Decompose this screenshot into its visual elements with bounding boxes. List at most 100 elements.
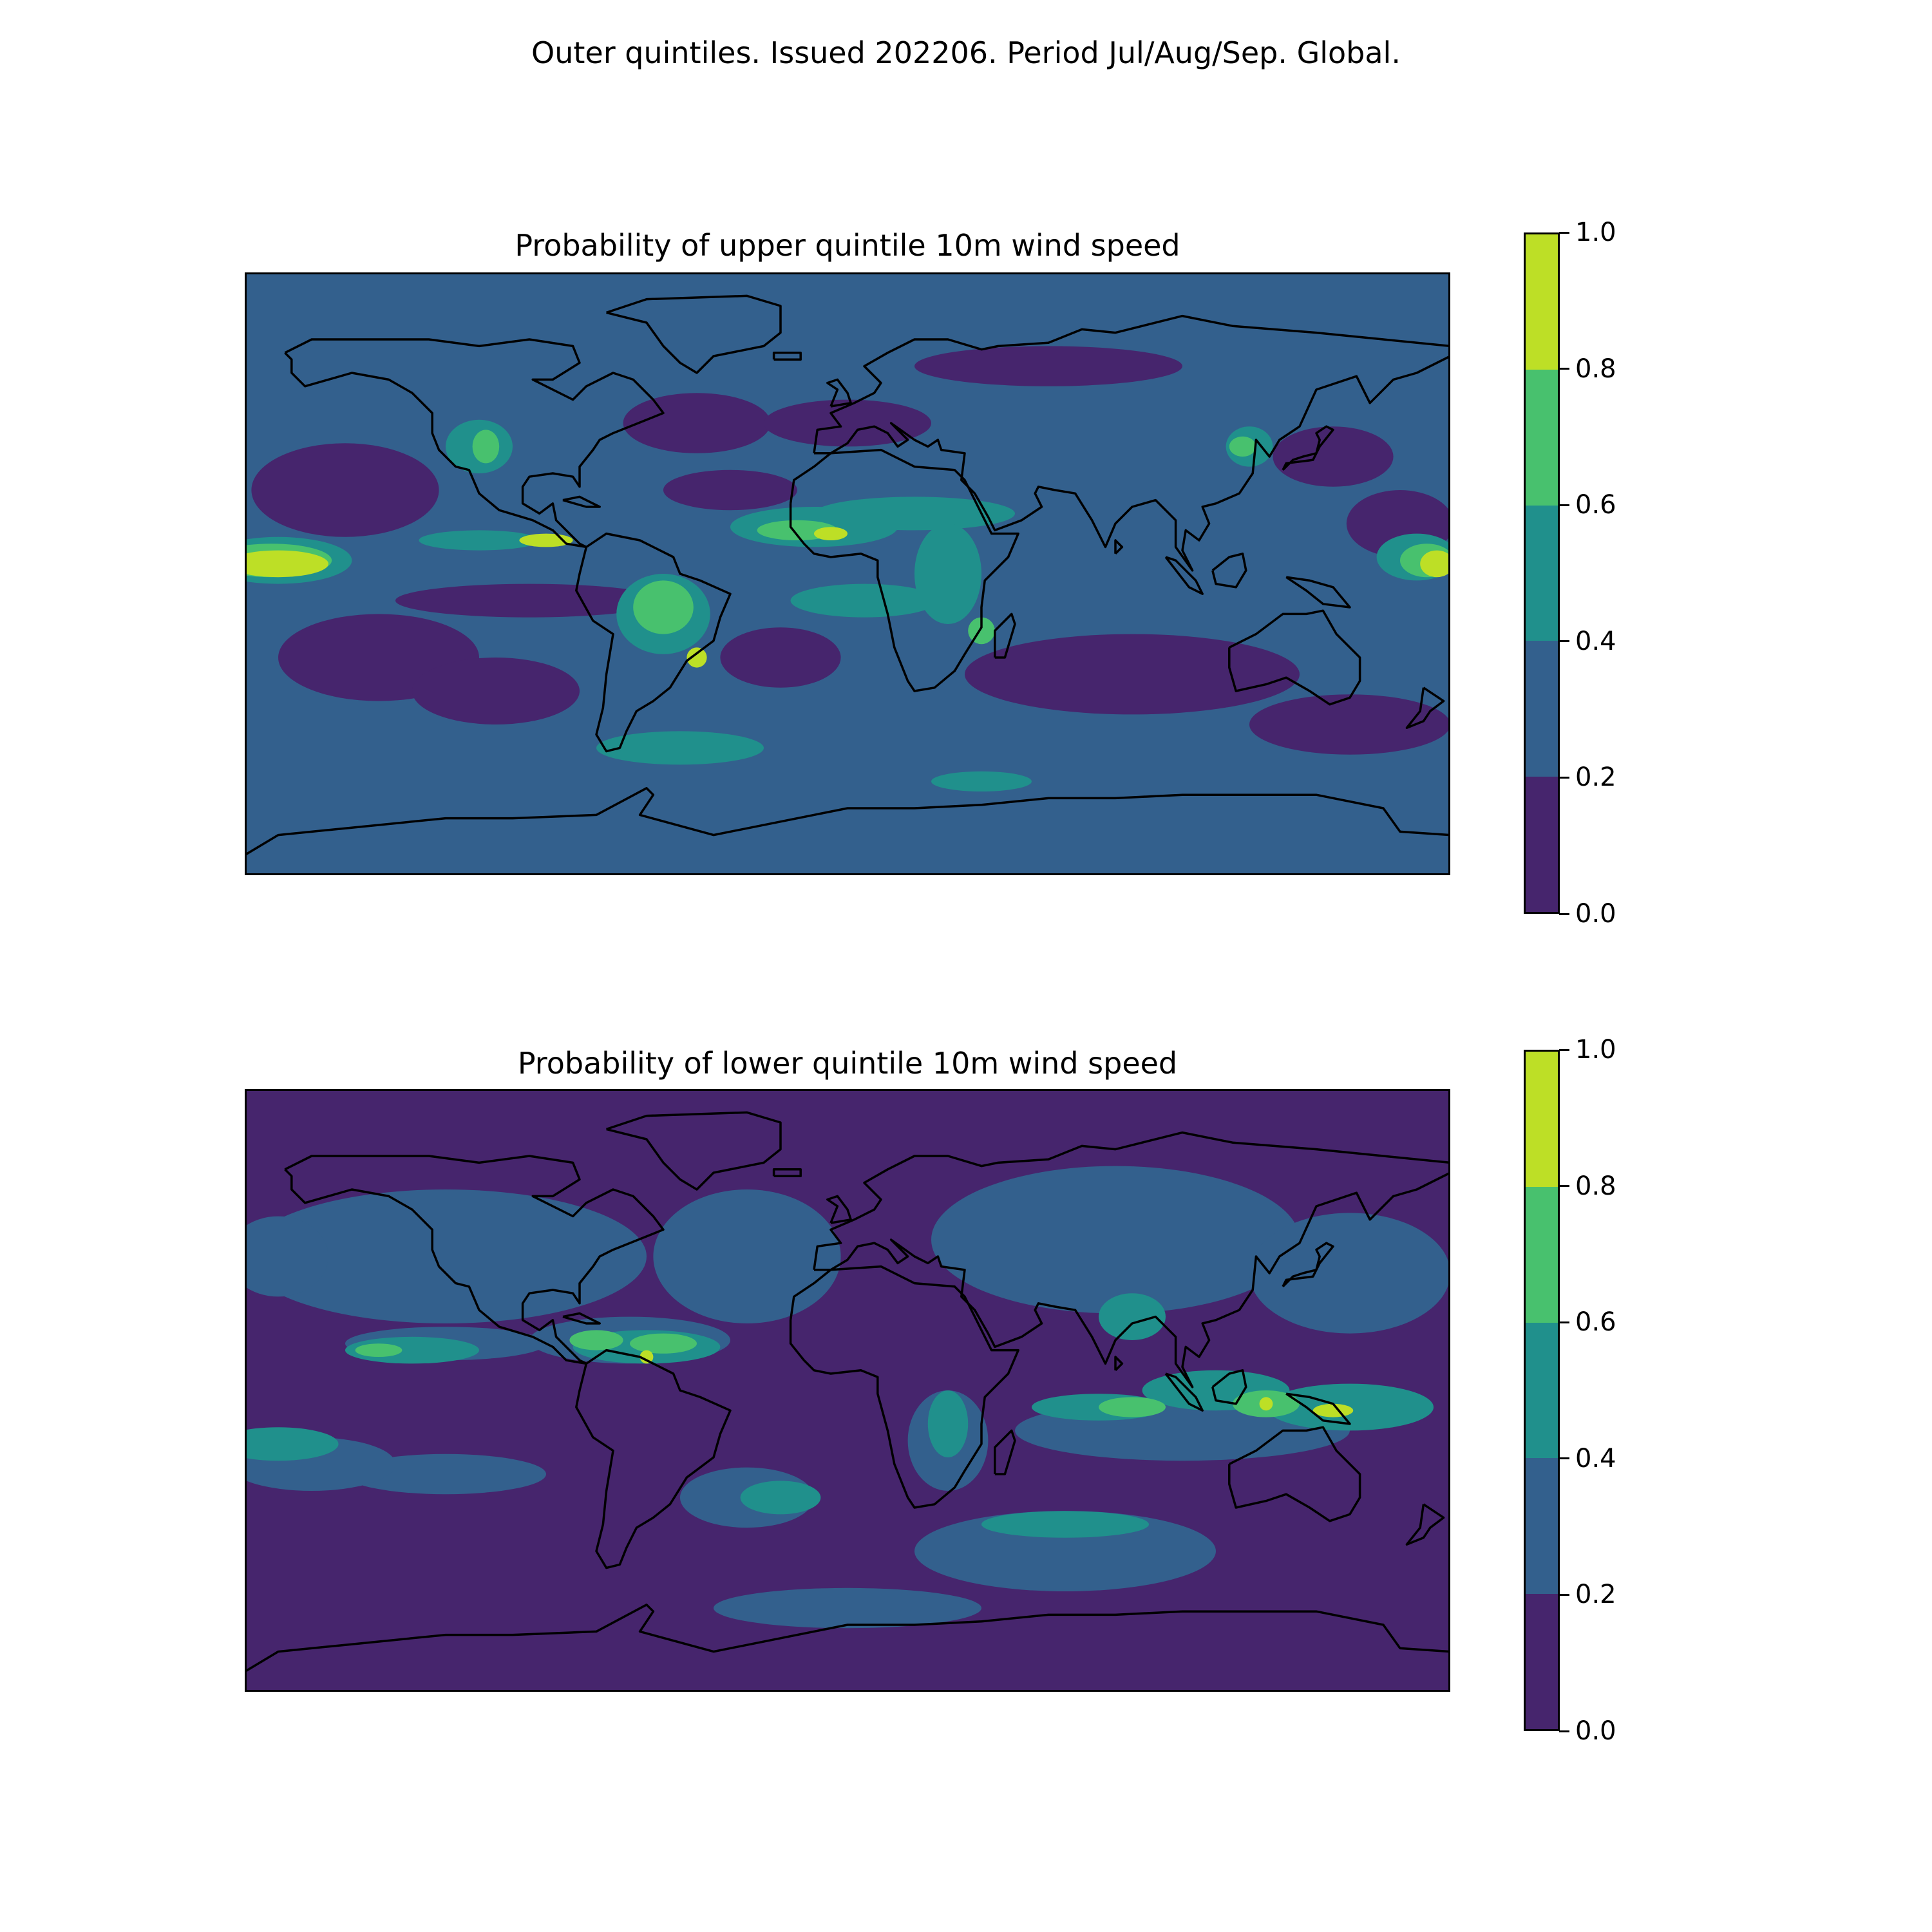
colorbar-segment bbox=[1526, 1458, 1558, 1594]
coastline bbox=[1405, 687, 1445, 729]
probability-region bbox=[1312, 1403, 1354, 1417]
coastline bbox=[789, 448, 1019, 692]
coastline bbox=[575, 1349, 732, 1569]
coastline bbox=[1285, 576, 1351, 609]
colorbar-tick-label: 0.6 bbox=[1575, 1307, 1616, 1338]
probability-region bbox=[663, 469, 797, 511]
colorbar-tick bbox=[1559, 1730, 1569, 1732]
probability-region bbox=[519, 533, 573, 547]
coastline bbox=[1282, 425, 1334, 471]
colorbar-tick bbox=[1559, 913, 1569, 915]
colorbar-tick-label: 1.0 bbox=[1575, 218, 1616, 247]
colorbar-tick bbox=[1559, 1457, 1569, 1460]
probability-region bbox=[630, 1333, 697, 1354]
colorbar-tick-label: 0.2 bbox=[1575, 1580, 1616, 1610]
map-background bbox=[245, 272, 1450, 875]
colorbar-tick bbox=[1559, 1593, 1569, 1596]
colorbar-lower bbox=[1524, 1050, 1560, 1731]
probability-region bbox=[245, 1427, 339, 1461]
colorbar-upper bbox=[1524, 232, 1560, 914]
coastline bbox=[826, 1195, 852, 1224]
colorbar-segment bbox=[1526, 641, 1558, 777]
coastline bbox=[1164, 556, 1204, 595]
probability-region bbox=[623, 393, 771, 453]
probability-region bbox=[245, 1216, 328, 1297]
map-frame bbox=[245, 272, 1450, 875]
coastline bbox=[772, 352, 802, 361]
colorbar-tick-label: 0.8 bbox=[1575, 1171, 1616, 1201]
probability-region bbox=[914, 524, 981, 624]
colorbar-tick bbox=[1559, 231, 1569, 234]
probability-region bbox=[639, 1350, 654, 1364]
coastline bbox=[1228, 1426, 1361, 1522]
probability-region bbox=[931, 771, 1032, 791]
coastline bbox=[562, 495, 601, 508]
probability-region bbox=[472, 430, 500, 464]
colorbar-tick bbox=[1559, 1048, 1569, 1051]
colorbar-segment bbox=[1526, 1052, 1558, 1188]
probability-region bbox=[395, 583, 663, 618]
colorbar-tick bbox=[1559, 1321, 1569, 1323]
map-frame bbox=[245, 1089, 1450, 1692]
coastline bbox=[789, 1265, 1019, 1509]
probability-region bbox=[914, 346, 1182, 386]
coastline bbox=[284, 338, 665, 549]
colorbar-segment bbox=[1526, 370, 1558, 506]
colorbar-segment bbox=[1526, 1593, 1558, 1729]
probability-region bbox=[633, 580, 694, 634]
probability-region bbox=[1099, 1293, 1166, 1340]
coastline bbox=[826, 378, 852, 408]
probability-region bbox=[1273, 426, 1394, 487]
probability-region bbox=[927, 1390, 969, 1457]
probability-region bbox=[653, 1189, 841, 1323]
coastline bbox=[1228, 609, 1361, 706]
probability-region bbox=[1249, 694, 1450, 755]
probability-region bbox=[355, 1343, 402, 1357]
probability-region bbox=[1099, 1397, 1166, 1417]
colorbar-tick bbox=[1559, 640, 1569, 643]
probability-region bbox=[814, 497, 1015, 531]
coastline bbox=[994, 612, 1016, 659]
colorbar-tick bbox=[1559, 504, 1569, 506]
colorbar-tick-label: 0.8 bbox=[1575, 354, 1616, 384]
colorbar-tick-label: 0.6 bbox=[1575, 490, 1616, 520]
coastline bbox=[994, 1429, 1016, 1475]
coastline bbox=[284, 1155, 665, 1365]
colorbar-tick bbox=[1559, 368, 1569, 370]
probability-region bbox=[687, 647, 707, 668]
probability-region bbox=[720, 627, 841, 688]
colorbar-segment bbox=[1526, 234, 1558, 370]
coastline bbox=[772, 1168, 802, 1177]
probability-region bbox=[596, 731, 764, 765]
colorbar-tick bbox=[1559, 776, 1569, 779]
coastline bbox=[1114, 1356, 1124, 1372]
coastline bbox=[606, 1111, 782, 1191]
coastline bbox=[575, 532, 732, 753]
coastline bbox=[1114, 539, 1124, 555]
probability-region bbox=[412, 658, 580, 724]
coastline bbox=[813, 314, 1450, 572]
probability-region bbox=[245, 550, 328, 578]
coastline bbox=[245, 787, 1450, 857]
probability-region bbox=[1249, 1213, 1450, 1334]
coastline bbox=[245, 1604, 1450, 1673]
probability-region bbox=[1420, 550, 1450, 578]
coastline bbox=[1405, 1503, 1445, 1546]
coastline bbox=[1164, 1372, 1204, 1412]
coastline bbox=[1282, 1242, 1334, 1288]
probability-region bbox=[981, 1511, 1149, 1538]
probability-region bbox=[965, 634, 1300, 715]
figure-title: Outer quintiles. Issued 202206. Period J… bbox=[531, 35, 1401, 70]
colorbar-segment bbox=[1526, 776, 1558, 912]
colorbar-tick bbox=[1559, 1185, 1569, 1188]
coastline bbox=[1211, 553, 1247, 589]
probability-region bbox=[814, 527, 848, 540]
probability-region bbox=[914, 1511, 1216, 1591]
map-lower-quintile bbox=[245, 1089, 1450, 1692]
coastline bbox=[1211, 1369, 1247, 1405]
probability-region bbox=[931, 1166, 1300, 1314]
coastline bbox=[813, 1131, 1450, 1388]
probability-region bbox=[714, 1587, 981, 1629]
probability-region bbox=[1229, 436, 1256, 457]
